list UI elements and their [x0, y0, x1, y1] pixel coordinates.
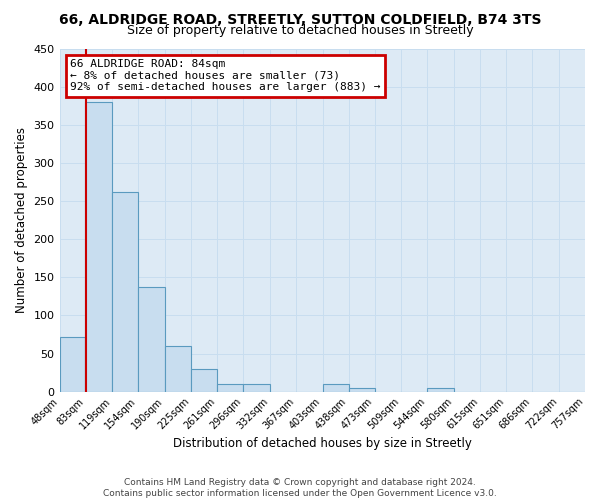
Bar — [85, 102, 112, 392]
Bar — [427, 388, 454, 392]
X-axis label: Distribution of detached houses by size in Streetly: Distribution of detached houses by size … — [173, 437, 472, 450]
Bar — [323, 384, 349, 392]
Text: 66 ALDRIDGE ROAD: 84sqm
← 8% of detached houses are smaller (73)
92% of semi-det: 66 ALDRIDGE ROAD: 84sqm ← 8% of detached… — [70, 60, 380, 92]
Bar — [165, 346, 191, 392]
Bar — [244, 384, 270, 392]
Bar — [59, 337, 85, 392]
Bar — [138, 288, 165, 392]
Text: Contains HM Land Registry data © Crown copyright and database right 2024.
Contai: Contains HM Land Registry data © Crown c… — [103, 478, 497, 498]
Bar — [112, 192, 138, 392]
Text: 66, ALDRIDGE ROAD, STREETLY, SUTTON COLDFIELD, B74 3TS: 66, ALDRIDGE ROAD, STREETLY, SUTTON COLD… — [59, 12, 541, 26]
Y-axis label: Number of detached properties: Number of detached properties — [15, 128, 28, 314]
Bar — [349, 388, 374, 392]
Bar — [217, 384, 244, 392]
Bar — [191, 368, 217, 392]
Text: Size of property relative to detached houses in Streetly: Size of property relative to detached ho… — [127, 24, 473, 37]
